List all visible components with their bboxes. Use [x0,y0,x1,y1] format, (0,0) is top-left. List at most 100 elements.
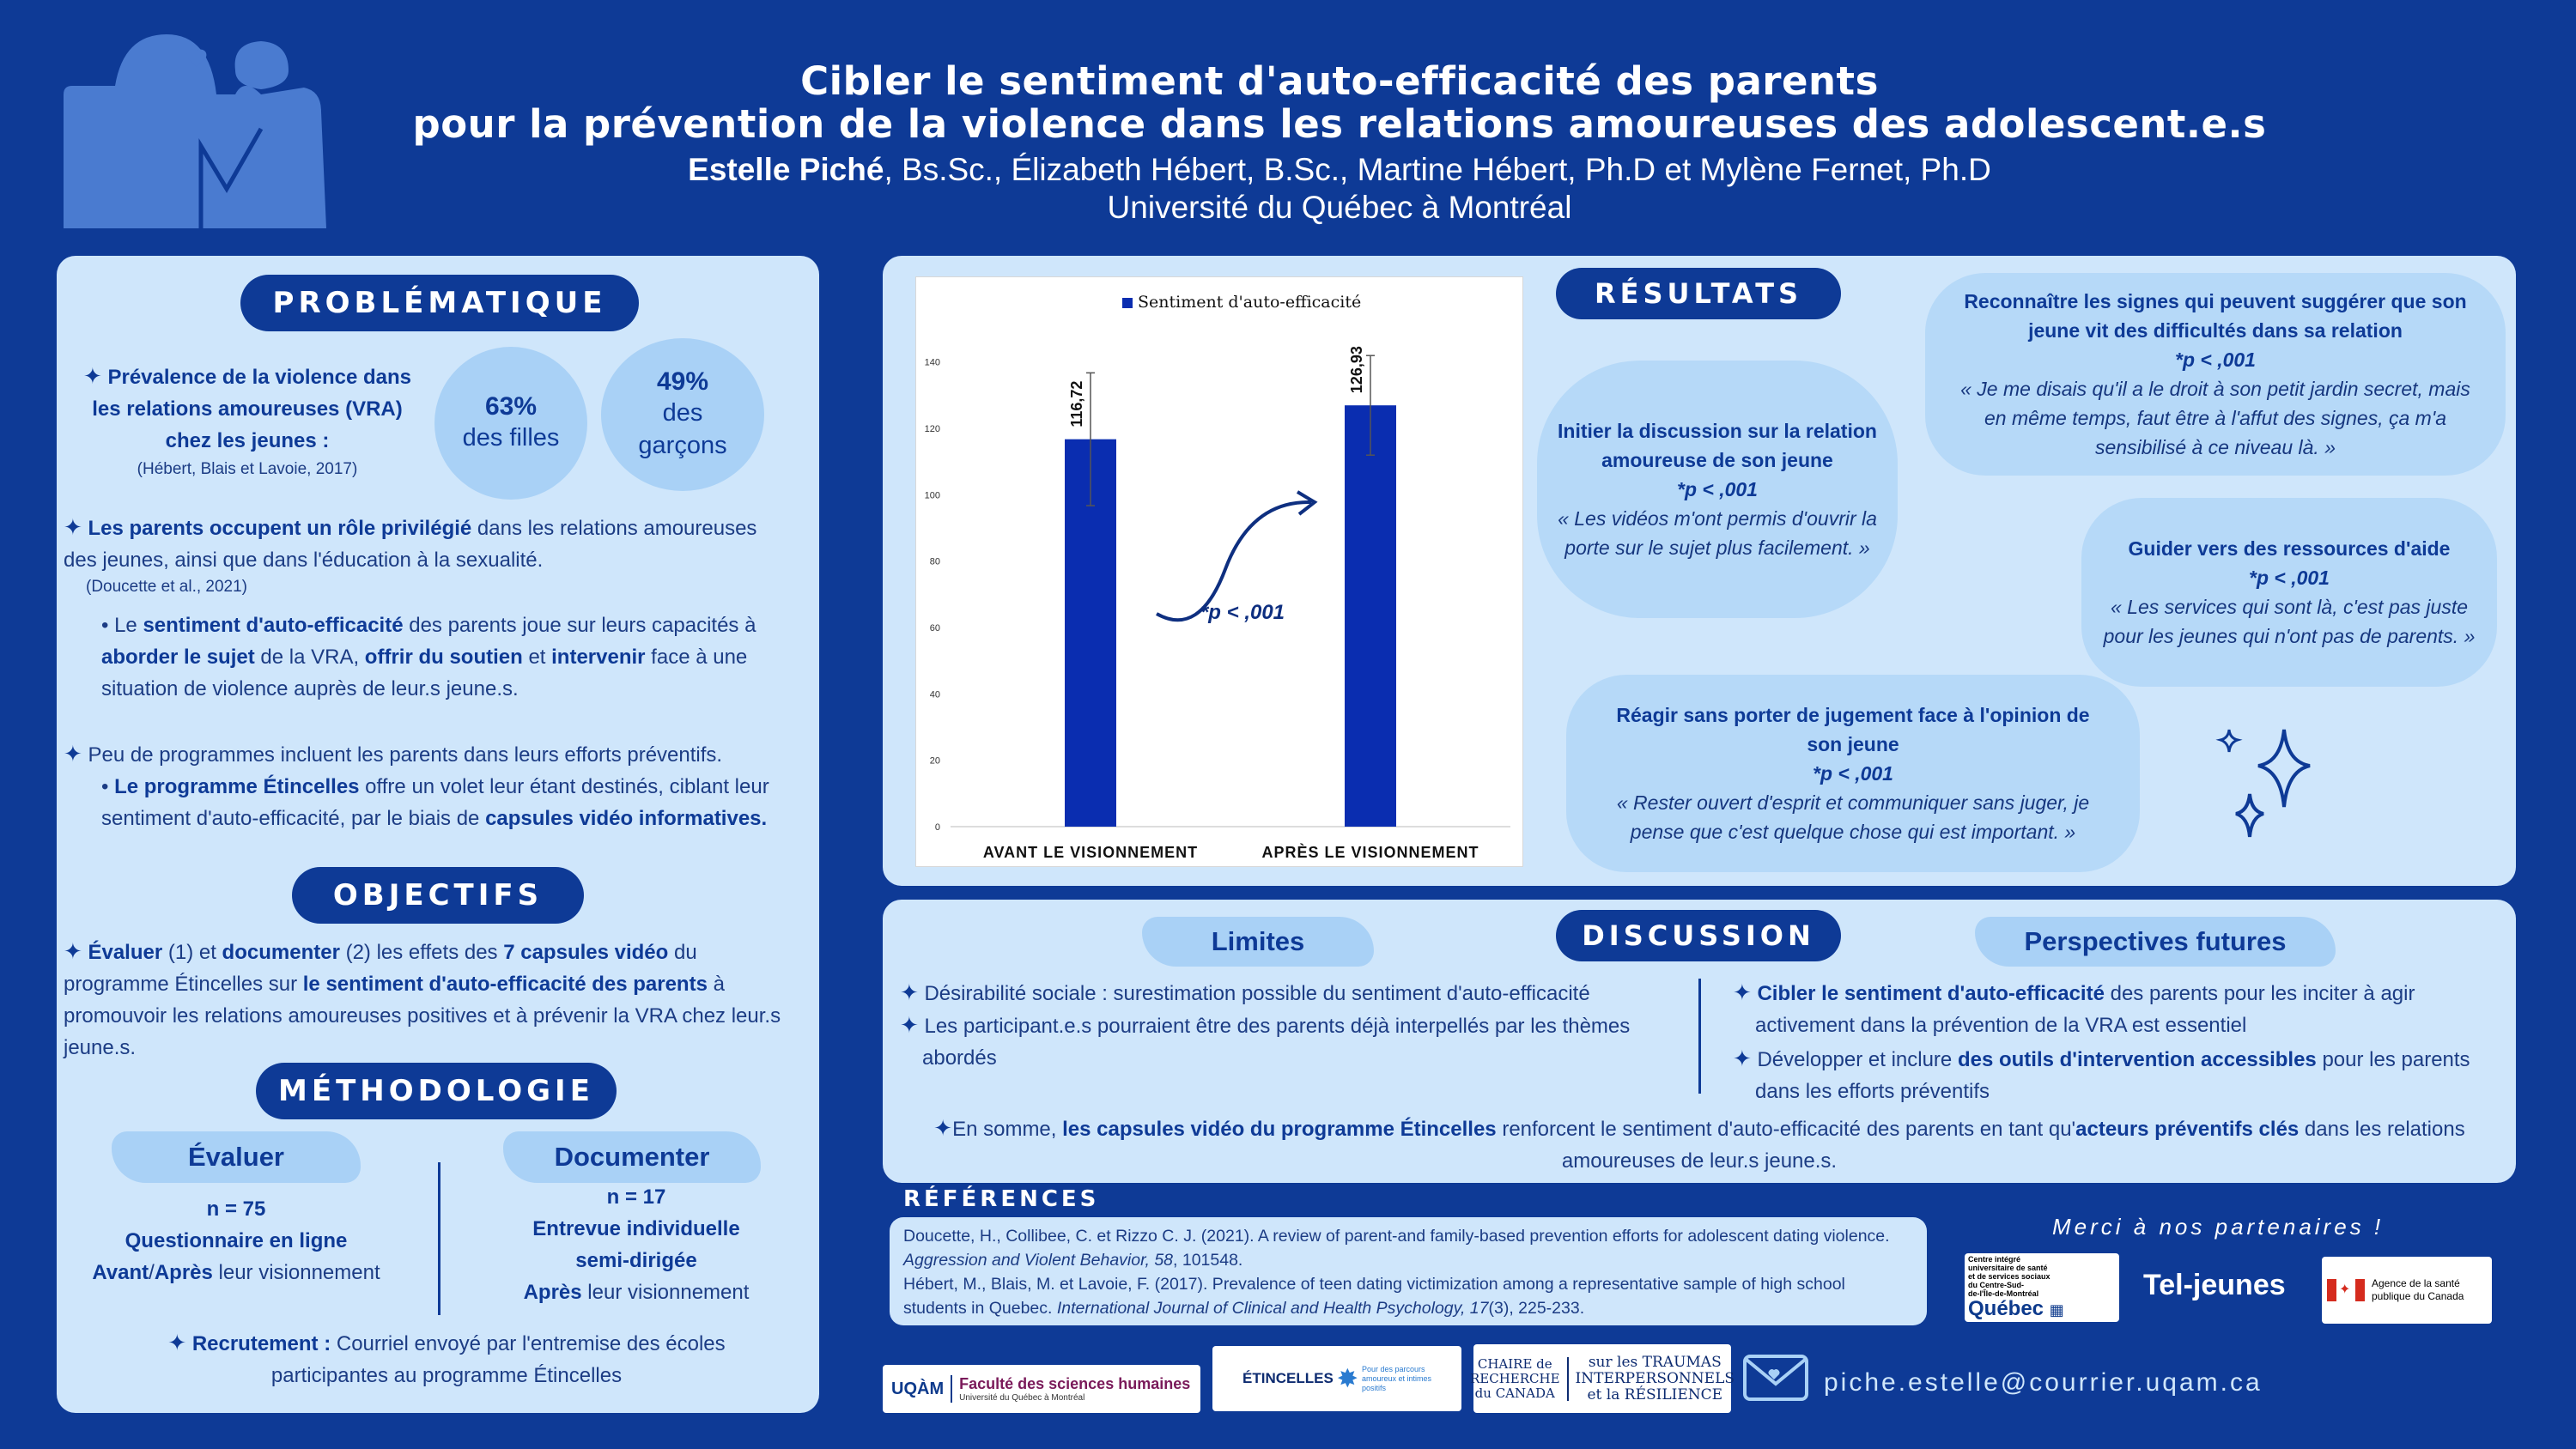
perspective-1: ✦ Cibler le sentiment d'auto-efficacité … [1733,979,2415,1037]
contact-email[interactable]: piche.estelle@courrier.uqam.ca [1824,1368,2263,1397]
stat-girls-label: des filles [462,424,560,452]
bubble-quote: « Rester ouvert d'esprit et communiquer … [1616,791,2090,843]
documenter-l1: Entrevue individuelle [532,1217,740,1240]
evaluer-title: Évaluer [112,1131,361,1183]
t: et [522,646,552,669]
reference-2: Hébert, M., Blais, M. et Lavoie, F. (201… [903,1272,1913,1320]
t: leur visionnement [212,1261,380,1284]
t: Pour des parcours [1361,1364,1425,1373]
logo-etincelles: ÉTINCELLES ✸ Pour des parcours amoureux … [1212,1346,1461,1411]
affiliation: Université du Québec à Montréal [1107,190,1572,225]
t: UQÀM [891,1379,945,1398]
authors: Estelle Piché, Bs.Sc., Élizabeth Hébert,… [326,151,2353,189]
parents-bold: Les parents occupent un rôle privilégié [88,517,472,540]
t: Faculté des sciences humaines [959,1375,1191,1392]
lead-author: Estelle Piché [688,152,884,187]
t: Évaluer [88,941,163,964]
perspective-2: ✦ Développer et inclure des outils d'int… [1733,1046,2470,1103]
y-tick-label: 120 [925,424,940,434]
star-bullet-icon: ✦ [167,1330,187,1355]
t: Le [114,614,143,637]
bubble-title: Réagir sans porter de jugement face à l'… [1616,704,2090,755]
parents-rest: dans les relations amoureuses des jeunes… [64,517,757,572]
legend-swatch [1122,298,1133,308]
t: sentiment d'auto-efficacité [143,614,404,637]
logo-teljeunes: Tel-jeunes [2143,1269,2286,1301]
x-tick-label: AVANT LE VISIONNEMENT [983,844,1198,861]
bubble-title: Initier la discussion sur la relation am… [1558,420,1877,471]
efficacy-sub-bullet: • Le sentiment d'auto-efficacité des par… [101,609,805,705]
t: Hébert, M., Blais, M. et Lavoie, F. (201… [903,1275,1845,1318]
t: Avant [92,1261,149,1284]
t: les capsules vidéo du programme Étincell… [1062,1118,1497,1141]
email-icon [1743,1351,1808,1403]
t: pour les parents dans les efforts préven… [1755,1048,2470,1103]
bubble-quote: « Les services qui sont là, c'est pas ju… [2103,596,2476,647]
t: publique du Canada [2372,1290,2464,1302]
prevalence-vra: VRA [352,397,396,421]
t: Québec [1968,1296,2044,1320]
documenter-title: Documenter [503,1131,761,1183]
t: Cibler le sentiment d'auto-efficacité [1757,982,2105,1005]
t: dans les relations amoureuses de leur.s … [1561,1118,2465,1173]
t: sur les TRAUMAS [1588,1353,1722,1371]
t: et la RÉSILIENCE [1587,1385,1723,1404]
prevalence-text-1: Prévalence de la violence dans les relat… [92,366,411,421]
bubble-title: Guider vers des ressources d'aide [2128,537,2451,560]
prevalence-block: ✦ Prévalence de la violence dans les rel… [67,361,428,482]
documenter-n: n = 17 [606,1185,666,1209]
header-illustration [64,26,326,228]
y-tick-label: 0 [935,822,940,833]
t: de la VRA, [254,646,365,669]
documenter-details: n = 17 Entrevue individuelle semi-dirigé… [477,1181,795,1308]
t: Les participant.e.s pourraient être des … [922,1015,1631,1070]
t: amoureux et intimes [1361,1373,1431,1383]
etincelles-star-icon: ✸ [1336,1364,1358,1393]
bubble-p: *p < ,001 [1813,762,1893,785]
dot-bullet: • [101,614,115,637]
chart-annotation: *p < ,001 [1200,601,1285,624]
limites-title: Limites [1142,917,1374,967]
t: Aggression and Violent Behavior, 58 [903,1251,1174,1270]
star-bullet-icon: ✦ [933,1115,953,1141]
couple-icon [64,34,326,228]
star-bullet-icon: ✦ [64,514,82,540]
partners-thanks: Merci à nos partenaires ! [2052,1214,2385,1240]
stat-boys-label-2: garçons [638,432,727,459]
recrutement-rest: Courriel envoyé par l'entremise des écol… [270,1332,726,1387]
t: Désirabilité sociale : surestimation pos… [924,982,1590,1005]
references-box: Doucette, H., Collibee, C. et Rizzo C. J… [890,1217,1927,1325]
t: Doucette, H., Collibee, C. et Rizzo C. J… [903,1227,1890,1246]
t: à promouvoir les relations amoureuses po… [64,973,781,1059]
t: ÉTINCELLES [1242,1370,1334,1386]
stat-boys: 49% des garçons [601,338,764,491]
t: , 101548. [1173,1251,1243,1270]
arrow-head-icon [1296,490,1318,516]
t: universitaire de santé [1968,1263,2048,1272]
logo-aspc: ✦ Agence de la santé publique du Canada [2322,1257,2492,1324]
stat-boys-pct: 49% [656,367,709,396]
bubble-p: *p < ,001 [1677,478,1758,500]
arrow-curve [1156,500,1312,622]
stat-girls-pct: 63% [484,392,538,421]
perspectives-title: Perspectives futures [1975,917,2336,967]
logo-uqam: UQÀM Faculté des sciences humaines Unive… [883,1365,1200,1413]
t: des parents pour les inciter à agir acti… [1755,982,2415,1037]
canada-flag-icon: ✦ [2327,1279,2365,1301]
documenter-l2: semi-dirigée [575,1249,697,1272]
other-authors: , Bs.Sc., Élizabeth Hébert, B.Sc., Marti… [884,152,1991,187]
programs-text: Peu de programmes incluent les parents d… [88,743,723,767]
t: CHAIRE de [1477,1355,1552,1372]
t: leur visionnement [581,1281,750,1304]
recrutement-block: ✦ Recrutement : Courriel envoyé par l'en… [120,1327,773,1391]
bar-chart: Sentiment d'auto-efficacité 0 20 40 60 80 100 1… [925,293,1510,861]
title-line-1: Cibler le sentiment d'auto-efficacité de… [800,58,1879,104]
y-tick-label: 80 [930,557,940,567]
section-discussion: DISCUSSION [1556,910,1841,961]
y-tick-label: 140 [925,358,940,368]
bubble-quote: « Je me disais qu'il a le droit à son pe… [1960,378,2470,458]
bubble-p: *p < ,001 [2249,567,2330,589]
y-tick-label: 60 [930,623,940,634]
prevalence-ref: (Hébert, Blais et Lavoie, 2017) [137,460,358,478]
bubble-quote: « Les vidéos m'ont permis d'ouvrir la po… [1558,507,1877,559]
